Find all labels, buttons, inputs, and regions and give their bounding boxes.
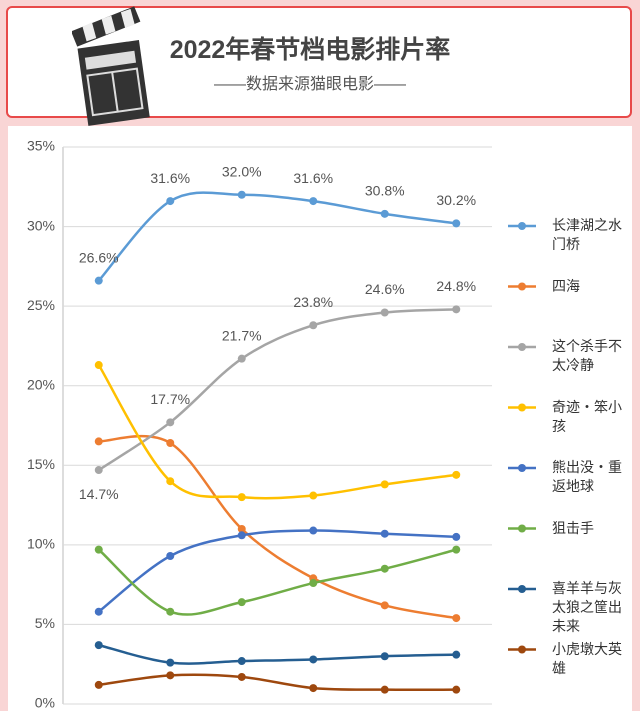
data-point [237, 190, 246, 199]
data-label: 31.6% [293, 170, 333, 186]
legend-label: 喜羊羊与灰太狼之筐出未来 [552, 580, 622, 634]
chart-subtitle: ——数据来源猫眼电影—— [213, 76, 406, 93]
data-point [452, 532, 461, 541]
data-point [452, 614, 461, 623]
series-line [97, 529, 457, 613]
chart-title: 2022年春节档电影排片率 [169, 36, 451, 64]
data-point [237, 672, 246, 681]
data-point [94, 361, 103, 370]
data-label: 24.6% [365, 281, 405, 297]
series-line [98, 308, 457, 472]
data-point [309, 526, 318, 535]
legend-marker [518, 343, 526, 351]
chart-area: 0% 5% 10% 15% 20% 25% 30% 35% 26.6% 31.6% 32.0% 31.… [8, 126, 632, 711]
data-label: 24.8% [436, 278, 476, 294]
data-point [166, 197, 175, 206]
legend-marker [518, 524, 526, 533]
data-label: 14.7% [79, 486, 119, 502]
y-tick-label: 15% [27, 456, 55, 472]
data-label: 17.7% [150, 391, 190, 407]
data-point [94, 276, 103, 285]
data-point [380, 308, 389, 317]
legend-label: 四海 [552, 277, 580, 294]
data-point [166, 418, 175, 427]
chart: 0% 5% 10% 15% 20% 25% 30% 35% 26.6% 31.6% 32.0% 31.… [27, 138, 536, 711]
y-tick-label: 35% [27, 138, 55, 154]
data-point [237, 493, 246, 502]
data-label: 32.0% [222, 163, 262, 179]
data-label: 30.8% [365, 183, 405, 199]
data-point [452, 545, 461, 554]
y-tick-label: 10% [27, 536, 55, 552]
data-point [94, 545, 103, 554]
series-line [97, 364, 457, 500]
data-point [94, 680, 103, 689]
data-point [380, 685, 389, 694]
series-line [98, 643, 457, 665]
y-tick-label: 25% [27, 297, 55, 313]
data-point [309, 684, 318, 693]
legend-label: 熊出没・重返地球 [552, 459, 622, 494]
data-point [452, 219, 461, 228]
data-point [452, 685, 461, 694]
data-point [166, 607, 175, 616]
data-point [94, 641, 103, 650]
y-tick-label: 5% [35, 615, 55, 631]
series-line [98, 434, 457, 620]
y-tick-label: 0% [35, 695, 55, 711]
y-tick-label: 30% [27, 217, 55, 233]
data-point [380, 209, 389, 218]
series-line [98, 673, 457, 692]
data-point [166, 477, 175, 486]
data-label: 31.6% [150, 170, 190, 186]
data-point [452, 305, 461, 314]
series-line [97, 548, 457, 616]
data-point [309, 321, 318, 330]
data-point [380, 601, 389, 610]
data-point [237, 524, 246, 533]
data-label: 23.8% [293, 294, 333, 310]
legend-label: 长津湖之水门桥 [552, 217, 622, 252]
legend-label: 狙击手 [552, 519, 594, 536]
data-point [166, 439, 175, 448]
data-point [237, 354, 246, 363]
data-point [166, 658, 175, 667]
data-point [237, 531, 246, 540]
data-point [94, 607, 103, 616]
data-label: 21.7% [222, 327, 262, 343]
legend-marker [518, 585, 526, 593]
legend-marker [518, 645, 526, 654]
data-point [166, 551, 175, 560]
legend-marker [518, 403, 526, 412]
legend-marker [518, 222, 526, 230]
data-point [452, 650, 461, 659]
legend-marker [518, 464, 526, 472]
clapperboard-icon [72, 6, 150, 126]
data-point [380, 652, 389, 661]
data-point [237, 598, 246, 607]
legend-label: 奇迹・笨小孩 [552, 398, 622, 434]
data-point [166, 671, 175, 680]
legend-marker [518, 282, 526, 291]
data-point [380, 564, 389, 573]
data-point [237, 657, 246, 666]
data-point [309, 197, 318, 206]
series-line [97, 191, 457, 282]
legend-label: 这个杀手不太冷静 [552, 338, 622, 373]
data-label: 30.2% [436, 192, 476, 208]
data-point [94, 466, 103, 475]
data-point [94, 437, 103, 446]
data-point [309, 579, 318, 588]
data-point [309, 491, 318, 500]
data-point [452, 470, 461, 479]
data-point [309, 655, 318, 664]
data-point [380, 480, 389, 489]
y-tick-label: 20% [27, 376, 55, 392]
legend-label: 小虎墩大英雄 [552, 640, 622, 676]
data-label: 26.6% [79, 249, 119, 265]
data-point [380, 529, 389, 538]
